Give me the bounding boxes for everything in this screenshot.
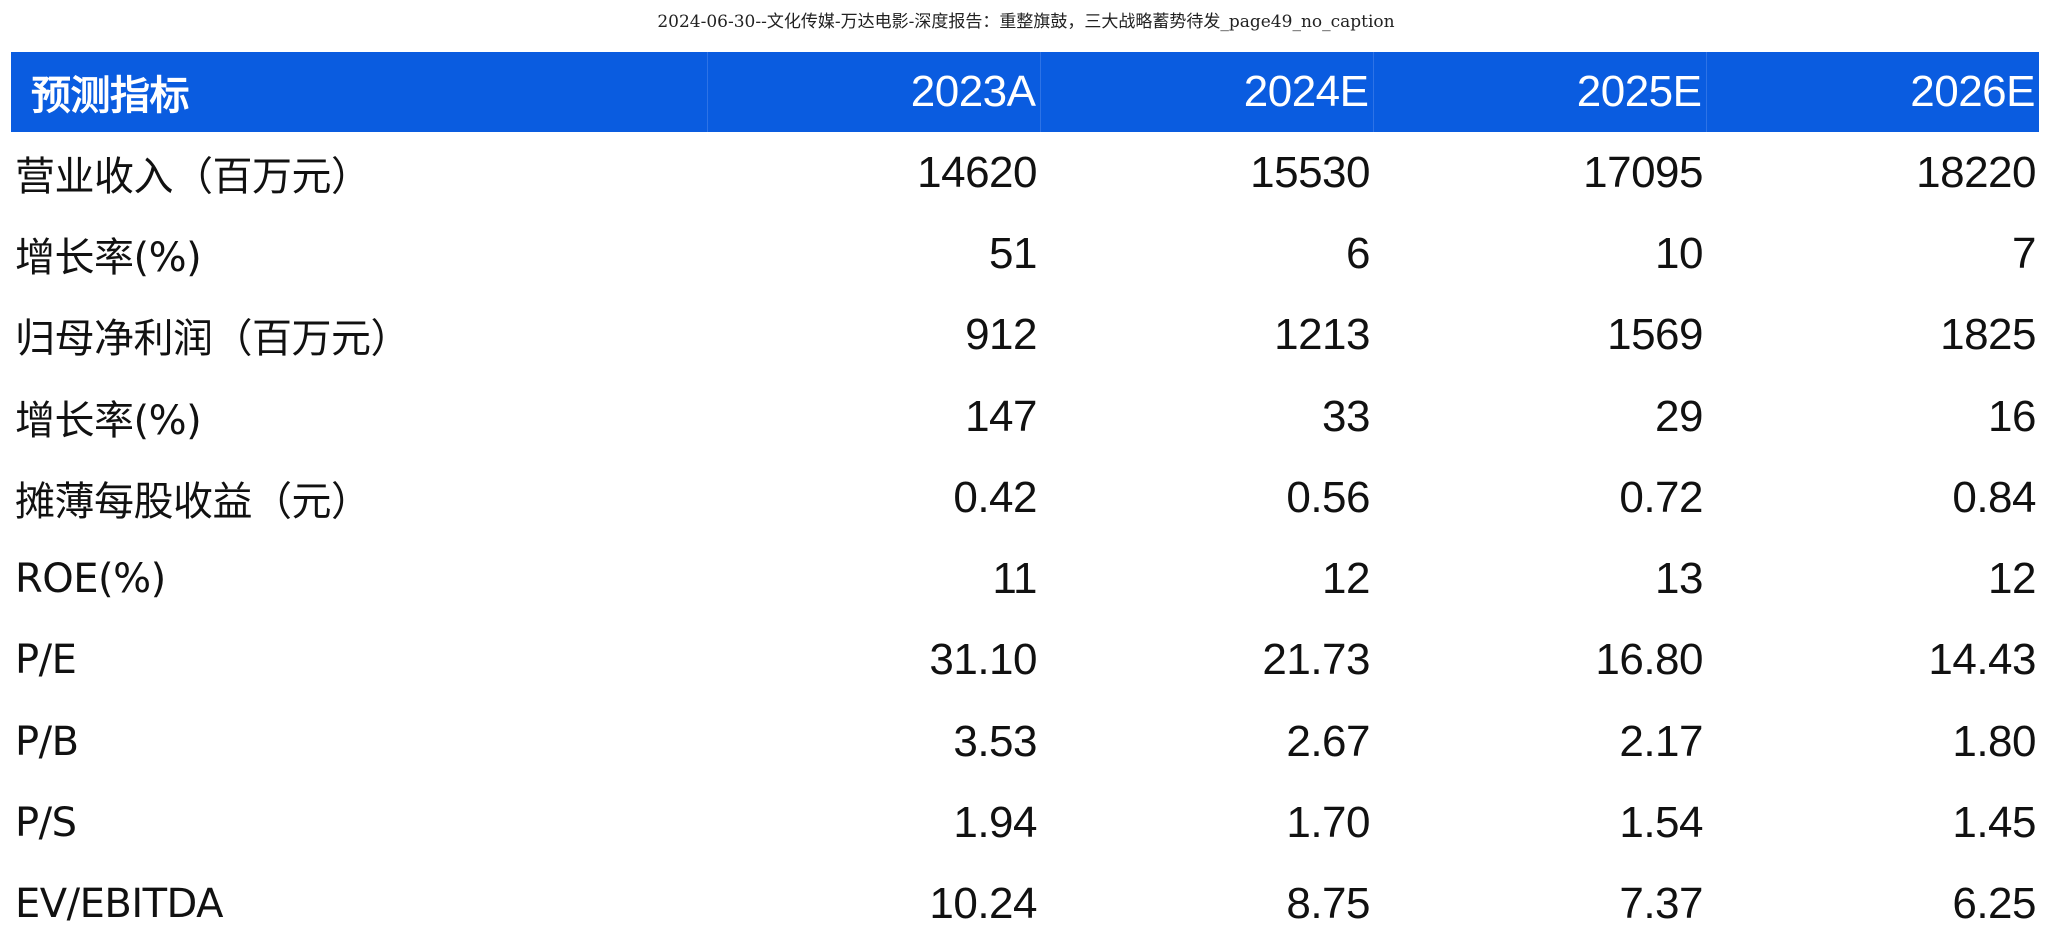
table-row: 摊薄每股收益（元） 0.42 0.56 0.72 0.84: [11, 457, 2039, 538]
cell-value: 11: [992, 554, 1037, 604]
row-label: P/S: [15, 800, 77, 847]
cell-value: 3.53: [953, 716, 1037, 766]
cell-value: 12: [1988, 554, 2036, 604]
cell-value: 0.42: [953, 472, 1037, 522]
header-year-2023a: 2023A: [706, 52, 1040, 132]
cell-value: 14.43: [1928, 635, 2036, 685]
cell-value: 1.80: [1952, 716, 2036, 766]
cell-value: 33: [1322, 391, 1370, 441]
cell-value: 6: [1346, 228, 1370, 278]
row-label: 增长率(%): [15, 397, 202, 444]
cell-value: 51: [989, 228, 1037, 278]
cell-value: 1825: [1940, 310, 2036, 360]
cell-value: 29: [1655, 391, 1703, 441]
cell-value: 10.24: [929, 879, 1037, 929]
cell-value: 2.17: [1619, 716, 1703, 766]
table-row: P/B 3.53 2.67 2.17 1.80: [11, 701, 2039, 782]
cell-value: 16: [1988, 391, 2036, 441]
row-label: 营业收入（百万元）: [15, 153, 371, 200]
forecast-table: 预测指标 2023A 2024E 2025E 2026E 营业收入（百万元） 1…: [11, 52, 2039, 945]
forecast-table-header: 预测指标 2023A 2024E 2025E 2026E: [11, 52, 2039, 132]
cell-value: 147: [965, 391, 1037, 441]
cell-value: 15530: [1250, 147, 1370, 197]
row-label: 增长率(%): [15, 234, 202, 281]
cell-value: 6.25: [1952, 879, 2036, 929]
header-year-2024e: 2024E: [1039, 52, 1373, 132]
cell-value: 21.73: [1262, 635, 1370, 685]
cell-value: 1213: [1274, 310, 1370, 360]
cell-value: 0.56: [1286, 472, 1370, 522]
row-label: P/B: [15, 718, 79, 765]
row-label: P/E: [15, 637, 77, 684]
table-row: P/E 31.10 21.73 16.80 14.43: [11, 620, 2039, 701]
header-year-2026e: 2026E: [1705, 52, 2039, 132]
table-row: EV/EBITDA 10.24 8.75 7.37 6.25: [11, 864, 2039, 945]
table-row: 营业收入（百万元） 14620 15530 17095 18220: [11, 132, 2039, 213]
cell-value: 1.70: [1286, 798, 1370, 848]
cell-value: 0.84: [1952, 472, 2036, 522]
cell-value: 912: [965, 310, 1037, 360]
cell-value: 16.80: [1595, 635, 1703, 685]
cell-value: 7: [2012, 228, 2036, 278]
header-year-2025e: 2025E: [1372, 52, 1706, 132]
cell-value: 1.45: [1952, 798, 2036, 848]
row-label: 归母净利润（百万元）: [15, 316, 411, 363]
cell-value: 13: [1655, 554, 1703, 604]
cell-value: 14620: [917, 147, 1037, 197]
cell-value: 8.75: [1286, 879, 1370, 929]
cell-value: 1569: [1607, 310, 1703, 360]
page-caption: 2024-06-30--文化传媒-万达电影-深度报告：重整旗鼓，三大战略蓄势待发…: [657, 12, 1395, 32]
cell-value: 10: [1655, 228, 1703, 278]
table-row: ROE(%) 11 12 13 12: [11, 538, 2039, 619]
row-label: EV/EBITDA: [15, 881, 224, 928]
header-row: 预测指标 2023A 2024E 2025E 2026E: [11, 52, 2039, 132]
header-label: 预测指标: [31, 73, 190, 119]
row-label: ROE(%): [15, 556, 166, 603]
table-row: 增长率(%) 51 6 10 7: [11, 213, 2039, 294]
cell-value: 1.54: [1619, 798, 1703, 848]
cell-value: 17095: [1583, 147, 1703, 197]
table-row: 归母净利润（百万元） 912 1213 1569 1825: [11, 295, 2039, 376]
cell-value: 12: [1322, 554, 1370, 604]
cell-value: 2.67: [1286, 716, 1370, 766]
cell-value: 0.72: [1619, 472, 1703, 522]
cell-value: 1.94: [953, 798, 1037, 848]
table-row: P/S 1.94 1.70 1.54 1.45: [11, 782, 2039, 863]
cell-value: 18220: [1916, 147, 2036, 197]
forecast-table-body: 营业收入（百万元） 14620 15530 17095 18220 增长率(%)…: [11, 132, 2039, 945]
cell-value: 7.37: [1619, 879, 1703, 929]
table-row: 增长率(%) 147 33 29 16: [11, 376, 2039, 457]
cell-value: 31.10: [929, 635, 1037, 685]
row-label: 摊薄每股收益（元）: [15, 478, 371, 525]
